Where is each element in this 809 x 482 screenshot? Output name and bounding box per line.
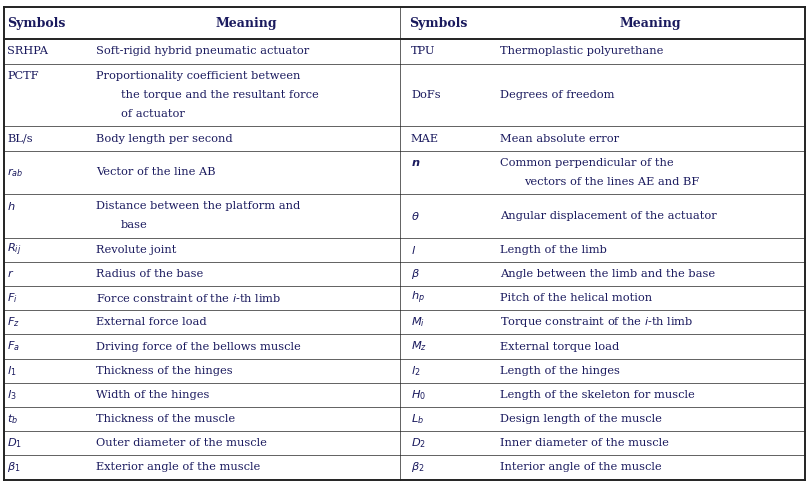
Text: $l_2$: $l_2$ (411, 364, 421, 377)
Text: $\beta_1$: $\beta_1$ (7, 460, 21, 474)
Text: External torque load: External torque load (500, 342, 619, 351)
Text: Exterior angle of the muscle: Exterior angle of the muscle (96, 463, 260, 472)
Text: Body length per second: Body length per second (96, 134, 233, 144)
Text: $\boldsymbol{n}$: $\boldsymbol{n}$ (411, 158, 421, 168)
Text: Meaning: Meaning (216, 17, 277, 30)
Text: Mean absolute error: Mean absolute error (500, 134, 619, 144)
Text: $F_z$: $F_z$ (7, 315, 20, 329)
Text: Symbols: Symbols (7, 17, 66, 30)
Text: $\beta$: $\beta$ (411, 267, 420, 281)
Text: Pitch of the helical motion: Pitch of the helical motion (500, 293, 652, 303)
Text: Length of the skeleton for muscle: Length of the skeleton for muscle (500, 390, 695, 400)
Text: the torque and the resultant force: the torque and the resultant force (121, 90, 318, 100)
Text: Length of the hinges: Length of the hinges (500, 366, 620, 376)
Text: BL/s: BL/s (7, 134, 33, 144)
Text: SRHPA: SRHPA (7, 46, 49, 56)
Text: Driving force of the bellows muscle: Driving force of the bellows muscle (96, 342, 301, 351)
Text: $M_z$: $M_z$ (411, 340, 427, 353)
Text: $H_0$: $H_0$ (411, 388, 426, 402)
Text: MAE: MAE (411, 134, 439, 144)
Text: vectors of the lines AE and BF: vectors of the lines AE and BF (524, 177, 700, 187)
Text: $l_3$: $l_3$ (7, 388, 17, 402)
Text: Revolute joint: Revolute joint (96, 245, 176, 255)
Text: Angular displacement of the actuator: Angular displacement of the actuator (500, 211, 717, 221)
Text: $R_{ij}$: $R_{ij}$ (7, 241, 22, 258)
Text: $F_i$: $F_i$ (7, 291, 18, 305)
Text: Length of the limb: Length of the limb (500, 245, 607, 255)
Text: External force load: External force load (96, 317, 207, 327)
Text: $h$: $h$ (7, 201, 15, 213)
Text: $l_1$: $l_1$ (7, 364, 17, 377)
Text: Torque constraint of the $i$-th limb: Torque constraint of the $i$-th limb (500, 315, 693, 329)
Text: Thickness of the muscle: Thickness of the muscle (96, 414, 235, 424)
Text: PCTF: PCTF (7, 71, 39, 81)
Text: $M_i$: $M_i$ (411, 315, 425, 329)
Text: Radius of the base: Radius of the base (96, 269, 204, 279)
Text: Vector of the line AB: Vector of the line AB (96, 167, 216, 177)
Text: $L_b$: $L_b$ (411, 412, 424, 426)
Text: Design length of the muscle: Design length of the muscle (500, 414, 662, 424)
Text: Outer diameter of the muscle: Outer diameter of the muscle (96, 438, 267, 448)
Text: DoFs: DoFs (411, 90, 441, 100)
Text: Soft-rigid hybrid pneumatic actuator: Soft-rigid hybrid pneumatic actuator (96, 46, 310, 56)
Text: Angle between the limb and the base: Angle between the limb and the base (500, 269, 715, 279)
Text: Common perpendicular of the: Common perpendicular of the (500, 158, 674, 168)
Text: $l$: $l$ (411, 244, 416, 256)
Text: of actuator: of actuator (121, 109, 184, 119)
Text: Force constraint of the $i$-th limb: Force constraint of the $i$-th limb (96, 292, 282, 304)
Text: base: base (121, 220, 147, 230)
Text: Degrees of freedom: Degrees of freedom (500, 90, 615, 100)
Text: $D_1$: $D_1$ (7, 436, 23, 450)
Text: $t_b$: $t_b$ (7, 412, 19, 426)
Text: $\beta_2$: $\beta_2$ (411, 460, 425, 474)
Text: Inner diameter of the muscle: Inner diameter of the muscle (500, 438, 669, 448)
Text: $D_2$: $D_2$ (411, 436, 426, 450)
Text: Thickness of the hinges: Thickness of the hinges (96, 366, 233, 376)
Text: Proportionality coefficient between: Proportionality coefficient between (96, 71, 301, 81)
Text: TPU: TPU (411, 46, 435, 56)
Text: $F_a$: $F_a$ (7, 340, 20, 353)
Text: Meaning: Meaning (620, 17, 682, 30)
Text: Interior angle of the muscle: Interior angle of the muscle (500, 463, 662, 472)
Text: Distance between the platform and: Distance between the platform and (96, 201, 300, 212)
Text: $r$: $r$ (7, 268, 15, 280)
Text: $r_{ab}$: $r_{ab}$ (7, 166, 23, 179)
Text: $h_p$: $h_p$ (411, 290, 425, 307)
Text: Thermoplastic polyurethane: Thermoplastic polyurethane (500, 46, 663, 56)
Text: Symbols: Symbols (409, 17, 468, 30)
Text: $\theta$: $\theta$ (411, 210, 420, 222)
Text: Width of the hinges: Width of the hinges (96, 390, 210, 400)
